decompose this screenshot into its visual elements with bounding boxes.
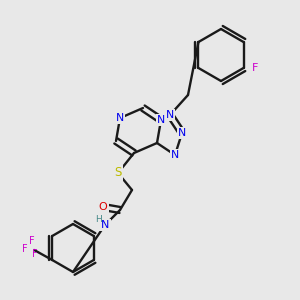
Text: S: S bbox=[114, 167, 122, 179]
Text: N: N bbox=[157, 115, 165, 125]
Text: H: H bbox=[94, 214, 101, 224]
Text: N: N bbox=[166, 110, 174, 120]
Text: F: F bbox=[22, 244, 28, 254]
Text: N: N bbox=[171, 150, 179, 160]
Text: N: N bbox=[178, 128, 186, 138]
Text: F: F bbox=[29, 236, 35, 246]
Text: F: F bbox=[32, 249, 38, 259]
Text: N: N bbox=[116, 113, 124, 123]
Text: F: F bbox=[252, 63, 259, 73]
Text: N: N bbox=[101, 220, 109, 230]
Text: O: O bbox=[99, 202, 107, 212]
